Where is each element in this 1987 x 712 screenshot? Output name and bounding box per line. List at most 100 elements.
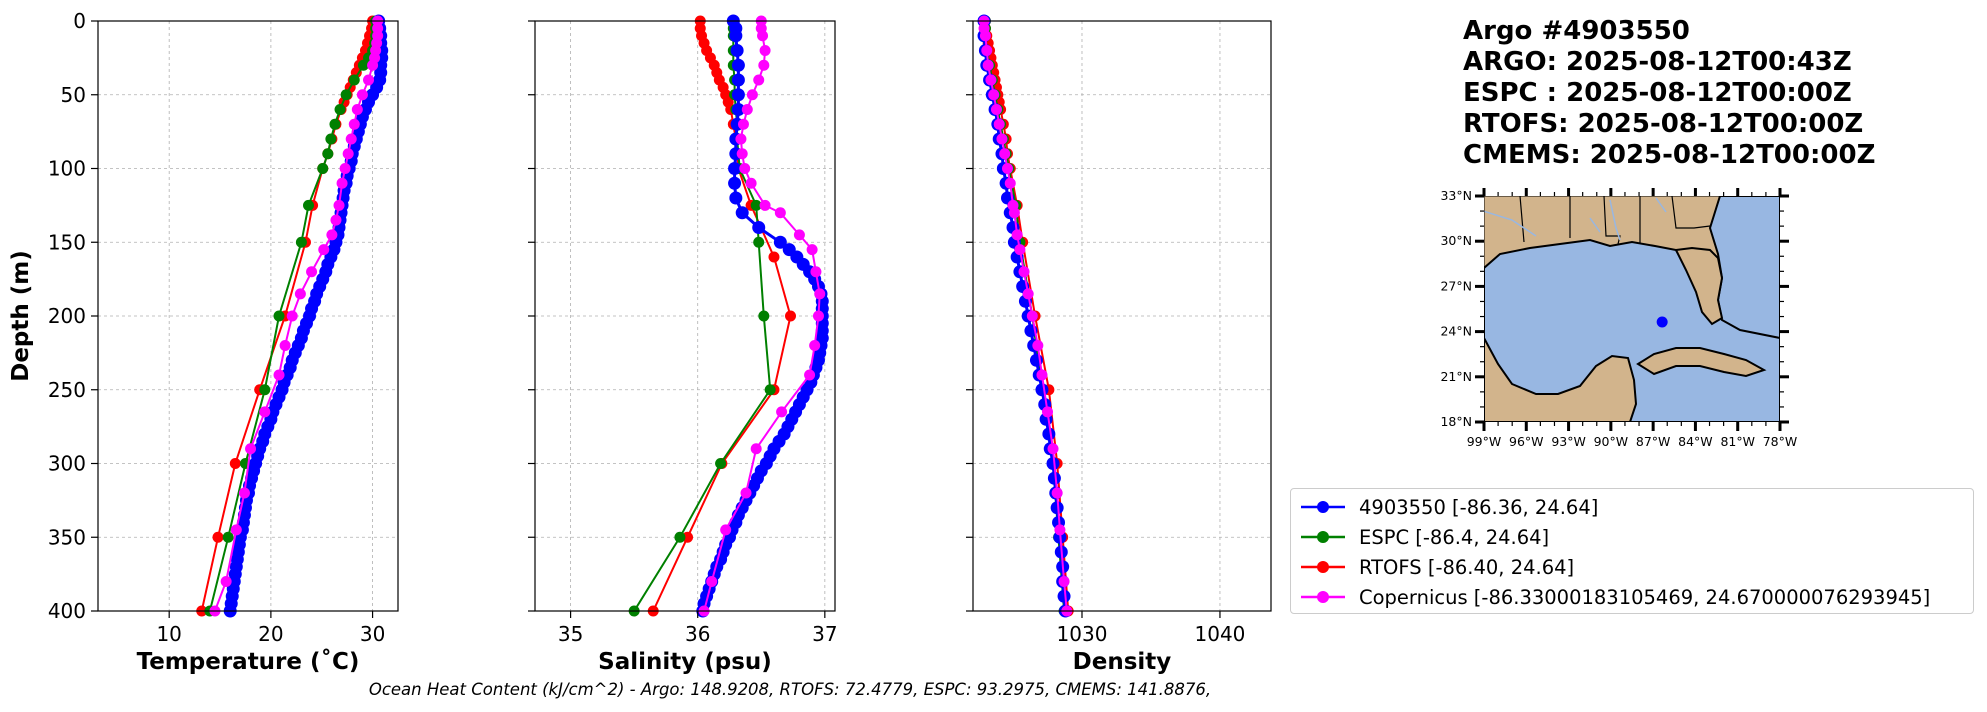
data-point-copernicus [982, 59, 994, 71]
data-point-espc [750, 199, 762, 211]
data-point-espc [222, 531, 234, 543]
legend-swatch-espc [1301, 531, 1345, 543]
data-point-argo [1035, 383, 1049, 397]
data-point-rtofs [768, 251, 780, 263]
data-point-copernicus [273, 369, 285, 381]
data-point-argo [729, 191, 743, 205]
map-lat-label: 21°N [1440, 369, 1472, 384]
data-point-copernicus [804, 369, 816, 381]
legend-item-argo: 4903550 [-86.36, 24.64] [1299, 493, 1598, 521]
y-tick-label: 50 [61, 83, 86, 107]
data-point-copernicus [330, 214, 342, 226]
map-rivers [1484, 197, 1667, 241]
title-line-argo-time: ARGO: 2025-08-12T00:43Z [1463, 47, 1852, 77]
panel-1: 0 50 100 150 200 250 300 350 400 10 20 30Temperatur… [8, 9, 399, 675]
map-lon-label: 90°W [1594, 434, 1629, 449]
data-point-copernicus [759, 199, 771, 211]
data-point-copernicus [774, 207, 786, 219]
legend-label-argo: 4903550 [-86.36, 24.64] [1359, 495, 1599, 519]
data-point-copernicus [1047, 443, 1059, 455]
data-point-espc [295, 236, 307, 248]
data-point-argo [729, 29, 743, 43]
data-point-copernicus [339, 163, 351, 174]
legend: 4903550 [-86.36, 24.64] ESPC [-86.4, 24.… [1290, 488, 1974, 614]
y-axis-label: Depth (m) [8, 250, 34, 382]
data-point-argo [1046, 457, 1060, 470]
title-line-rtofs-time: RTOFS: 2025-08-12T00:00Z [1463, 109, 1864, 139]
data-point-copernicus [739, 163, 751, 174]
data-point-argo [1057, 589, 1071, 603]
data-point-argo [752, 221, 766, 234]
x-tick-label: 1030 [1057, 622, 1108, 646]
x-tick-label: 36 [685, 622, 710, 646]
data-point-copernicus [996, 133, 1008, 145]
data-point-espc [715, 458, 727, 469]
data-point-copernicus [348, 118, 360, 130]
data-point-copernicus [1042, 406, 1053, 418]
data-point-copernicus [999, 148, 1011, 160]
x-axis-label: Salinity (psu) [598, 649, 772, 675]
data-point-copernicus [720, 524, 732, 536]
ocean-heat-content-note: Ocean Heat Content (kJ/cm^2) - Argo: 148… [368, 680, 1212, 699]
data-point-copernicus [810, 266, 822, 278]
data-point-argo [773, 235, 787, 249]
legend-label-espc: ESPC [-86.4, 24.64] [1359, 525, 1550, 549]
legend-swatch-copernicus [1301, 591, 1345, 603]
x-tick-label: 35 [558, 622, 583, 646]
map-lon-label: 96°W [1509, 434, 1544, 449]
data-point-copernicus [745, 177, 757, 189]
title-line-espc-time: ESPC : 2025-08-12T00:00Z [1463, 78, 1852, 108]
map-yucatan-land [1484, 337, 1638, 422]
map-lat-label: 33°N [1440, 188, 1472, 203]
title-line-float: Argo #4903550 [1463, 16, 1690, 46]
y-tick-label: 0 [73, 9, 86, 33]
data-point-rtofs [229, 458, 241, 469]
panel-2: 35 36 37 Salinity (psu) [528, 14, 838, 675]
data-point-espc [758, 310, 770, 322]
data-point-copernicus [342, 148, 354, 160]
data-point-copernicus [238, 487, 250, 499]
data-point-copernicus [990, 104, 1002, 115]
y-tick-label: 250 [48, 378, 86, 402]
legend-label-rtofs: RTOFS [-86.40, 24.64] [1359, 555, 1575, 579]
data-point-copernicus [981, 45, 993, 56]
data-point-copernicus [336, 177, 348, 189]
map-cuba-land [1636, 347, 1767, 378]
data-point-copernicus [1022, 288, 1034, 300]
data-point-copernicus [1001, 163, 1013, 174]
data-point-copernicus [812, 310, 824, 322]
x-tick-label: 10 [156, 622, 181, 646]
data-point-argo [730, 44, 744, 57]
gulf-of-mexico-map: 99°W 96°W 93°W 90°W 87°W 84°W 81°W 78°W 18°N 21°N… [1440, 187, 1798, 449]
data-point-copernicus [814, 288, 826, 300]
data-point-espc [334, 104, 346, 115]
data-point-espc [357, 59, 369, 71]
legend-swatch-rtofs [1301, 561, 1345, 573]
data-point-copernicus [1008, 207, 1020, 219]
data-point-copernicus [757, 30, 769, 42]
map-lon-label: 78°W [1763, 434, 1798, 449]
data-point-espc [259, 384, 271, 396]
y-tick-label: 150 [48, 230, 86, 254]
data-point-argo [1047, 471, 1061, 485]
x-axis-label: Temperature (˚C) [137, 648, 360, 675]
data-point-espc [317, 163, 329, 174]
data-point-copernicus [741, 104, 753, 115]
data-point-copernicus [993, 118, 1005, 130]
data-point-espc [303, 199, 315, 211]
data-point-copernicus [318, 244, 330, 256]
data-point-copernicus [735, 133, 747, 145]
x-tick-label: 37 [812, 622, 837, 646]
data-point-copernicus [220, 576, 232, 587]
map-lon-label: 87°W [1636, 434, 1671, 449]
data-point-espc [764, 384, 776, 396]
data-point-espc [674, 531, 686, 543]
x-tick-label: 30 [360, 622, 385, 646]
title-block: Argo #4903550 ARGO: 2025-08-12T00:43Z ES… [1463, 16, 1875, 171]
data-point-copernicus [1036, 369, 1048, 381]
y-tick-label: 300 [48, 452, 86, 476]
map-florida-land [1674, 246, 1724, 326]
data-point-copernicus [1004, 177, 1016, 189]
data-point-espc [340, 89, 352, 101]
data-point-copernicus [753, 74, 765, 86]
